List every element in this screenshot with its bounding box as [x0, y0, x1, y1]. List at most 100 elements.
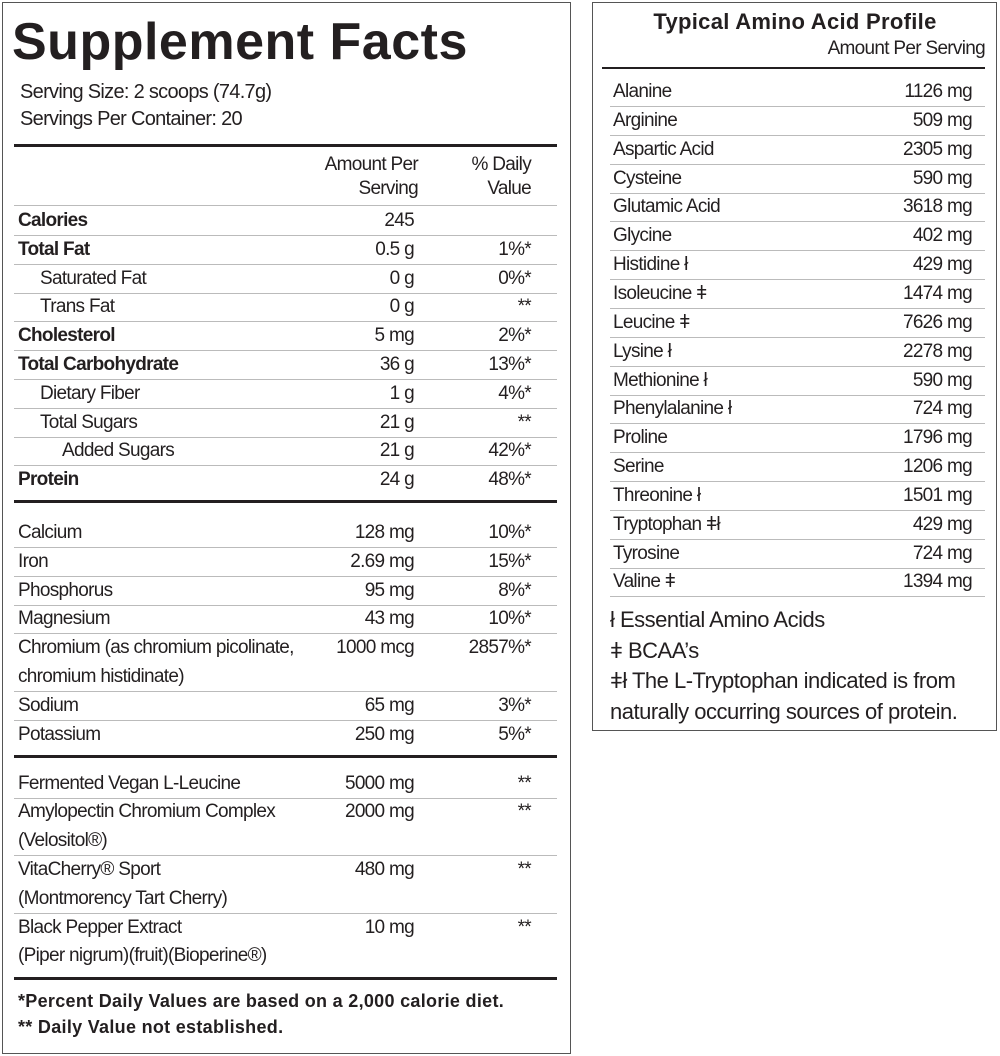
- footnote: naturally occurring sources of protein.: [610, 698, 958, 724]
- nutrient-name: Magnesium: [18, 608, 111, 630]
- column-header: Amount Per: [324, 154, 419, 175]
- amino-amount: 402 mg: [912, 225, 973, 247]
- daily-value: 3%*: [498, 694, 531, 716]
- divider: [14, 235, 557, 236]
- nutrient-amount: 250 mg: [354, 723, 415, 745]
- footnote: *Percent Daily Values are based on a 2,0…: [18, 991, 505, 1011]
- divider: [610, 279, 985, 281]
- nutrient-amount: 43 mg: [364, 608, 415, 630]
- amino-name: Glycine: [613, 225, 672, 247]
- amino-name: Glutamic Acid: [613, 196, 721, 218]
- amino-name: Isoleucine ǂ: [613, 282, 707, 304]
- daily-value: 2857%*: [468, 637, 532, 659]
- daily-value: 48%*: [488, 469, 531, 491]
- footnote: ǂł The L-Tryptophan indicated is from: [610, 668, 956, 693]
- divider: [14, 855, 557, 857]
- amino-name: Methionine ł: [613, 369, 708, 391]
- nutrient-amount: 36 g: [379, 354, 415, 375]
- amino-amount: 724 mg: [912, 398, 973, 420]
- divider: [14, 912, 557, 914]
- nutrient-amount: 0.5 g: [375, 238, 414, 260]
- divider: [610, 365, 985, 367]
- amino-amount: 7626 mg: [902, 311, 973, 333]
- nutrient-name: Dietary Fiber: [40, 382, 140, 404]
- daily-value: 42%*: [488, 440, 531, 462]
- amino-name: Serine: [613, 456, 664, 478]
- nutrient-name: Sodium: [18, 694, 79, 716]
- divider: [610, 394, 985, 396]
- daily-value: 5%*: [498, 723, 531, 745]
- daily-value: 10%*: [488, 522, 531, 543]
- amino-name: Leucine ǂ: [613, 311, 690, 333]
- footnote: ** Daily Value not established.: [18, 1017, 284, 1037]
- divider: [610, 452, 985, 454]
- daily-value: 15%*: [488, 550, 531, 572]
- divider: [14, 719, 557, 721]
- divider: [14, 143, 557, 147]
- divider: [610, 596, 985, 598]
- divider: [610, 163, 985, 165]
- divider: [610, 423, 985, 425]
- amino-name: Lysine ł: [613, 340, 672, 362]
- divider: [610, 134, 985, 136]
- footnote: ǂ BCAA’s: [610, 637, 699, 663]
- divider: [14, 575, 557, 577]
- nutrient-amount: 5 mg: [374, 325, 415, 347]
- divider: [14, 350, 557, 352]
- nutrient-name: Amylopectin Chromium Complex: [18, 801, 276, 823]
- amino-name: Phenylalanine ł: [613, 398, 732, 420]
- daily-value: **: [517, 801, 532, 823]
- amino-amount: 509 mg: [912, 109, 973, 131]
- divider: [14, 691, 557, 692]
- nutrient-name: Chromium (as chromium picolinate,: [18, 637, 294, 659]
- daily-value: **: [517, 411, 532, 433]
- divider: [14, 604, 557, 606]
- amino-name: Histidine ł: [613, 254, 688, 276]
- divider: [14, 436, 557, 438]
- amino-amount: 2278 mg: [902, 340, 973, 362]
- daily-value: **: [517, 858, 532, 880]
- nutrient-amount: 95 mg: [364, 579, 415, 601]
- nutrient-name: Black Pepper Extract: [18, 916, 182, 938]
- divider: [610, 538, 985, 540]
- nutrient-amount: 21 g: [379, 411, 415, 433]
- panel-subtitle: Amount Per Serving: [827, 38, 986, 59]
- daily-value: 0%*: [498, 267, 531, 289]
- nutrient-amount: 0 g: [389, 267, 415, 289]
- nutrient-amount: 0 g: [389, 296, 415, 318]
- column-header: Value: [487, 178, 531, 199]
- divider: [14, 547, 557, 548]
- nutrient-name: Total Fat: [18, 238, 90, 260]
- amino-amount: 1796 mg: [902, 427, 973, 449]
- amino-name: Threonine ł: [613, 484, 701, 506]
- divider: [14, 797, 557, 799]
- serving-size: Serving Size: 2 scoops (74.7g): [20, 81, 272, 103]
- nutrient-amount: 1 g: [389, 382, 415, 404]
- nutrient-name: Calcium: [18, 522, 82, 543]
- nutrient-name: VitaCherry® Sport: [18, 858, 161, 880]
- nutrient-name: Calories: [18, 210, 88, 231]
- amino-amount: 429 mg: [912, 513, 973, 535]
- divider: [610, 106, 985, 107]
- nutrient-amount: 24 g: [379, 469, 415, 491]
- nutrient-amount: 21 g: [379, 440, 415, 462]
- amino-amount: 1501 mg: [902, 484, 973, 506]
- divider: [14, 292, 557, 294]
- divider: [610, 336, 985, 338]
- nutrient-name: (Piper nigrum)(fruit)(Bioperine®): [18, 945, 267, 967]
- divider: [610, 481, 985, 483]
- nutrient-name: Iron: [18, 550, 49, 572]
- amino-name: Proline: [613, 427, 668, 449]
- amino-name: Valine ǂ: [613, 571, 676, 593]
- nutrient-amount: 2000 mg: [344, 801, 415, 823]
- amino-amount: 429 mg: [912, 254, 973, 276]
- nutrient-name: Trans Fat: [40, 296, 115, 318]
- nutrient-amount: 65 mg: [364, 694, 415, 716]
- nutrient-name: Total Sugars: [40, 411, 138, 433]
- servings-per-container: Servings Per Container: 20: [20, 108, 243, 130]
- daily-value: 1%*: [498, 238, 531, 260]
- divider: [14, 755, 557, 759]
- amino-amount: 590 mg: [912, 369, 973, 391]
- divider: [14, 379, 557, 380]
